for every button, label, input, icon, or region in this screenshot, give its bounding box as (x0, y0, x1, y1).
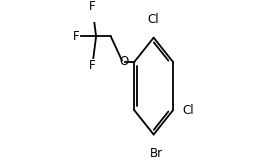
Text: F: F (73, 30, 80, 43)
Text: O: O (119, 55, 128, 68)
Text: F: F (89, 59, 96, 72)
Text: Cl: Cl (148, 13, 160, 26)
Text: Cl: Cl (182, 104, 193, 117)
Text: Br: Br (150, 147, 163, 160)
Text: F: F (89, 0, 96, 14)
